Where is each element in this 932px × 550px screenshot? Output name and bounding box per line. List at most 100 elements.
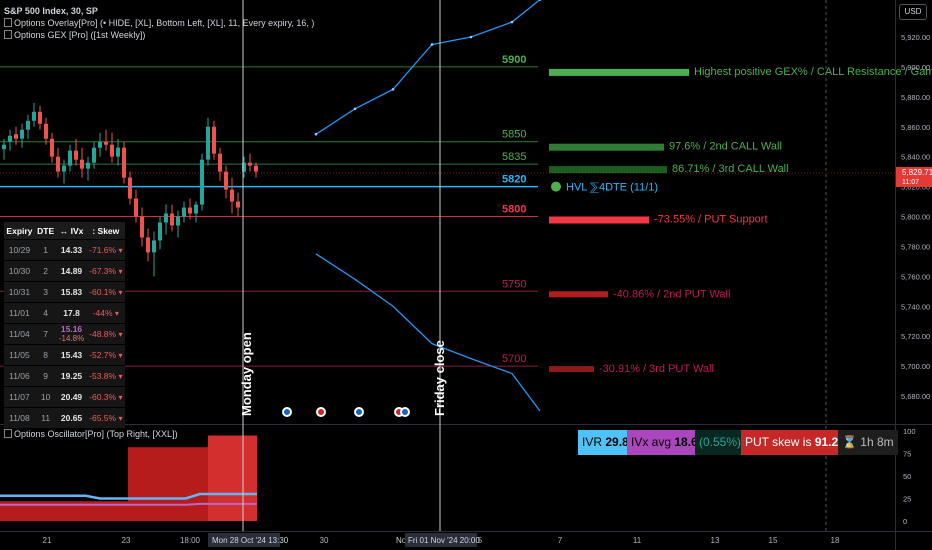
candle-body xyxy=(170,213,174,226)
candle-body xyxy=(236,201,240,208)
skew-cell: -53.8% ▾ xyxy=(86,365,125,387)
upper-projection-point xyxy=(430,43,434,46)
osc-tick-label: 75 xyxy=(903,450,911,459)
time-label-hidden: No xyxy=(396,536,407,545)
table-row: 11/05 8 15.43 -52.7% ▾ xyxy=(4,344,125,366)
skew-cell: -48.8% ▾ xyxy=(86,323,125,345)
symbol-title[interactable]: S&P 500 Index, 30, SP xyxy=(4,6,98,16)
timer-value: 1h 8m xyxy=(860,435,894,449)
table-header: DTE xyxy=(34,222,57,240)
crosshair-date-text-1: Mon 28 Oct '24 13:30 xyxy=(212,536,289,545)
candle-body xyxy=(86,162,90,169)
expiry-table: Expiry DTE ↔ IVx: Skew 10/29 1 14.33 -71.6% ▾… xyxy=(4,222,125,428)
candle-body xyxy=(122,147,126,178)
settings-icon[interactable] xyxy=(4,30,12,39)
ivx-cell: 20.65 xyxy=(56,407,87,428)
level-text-5835: 86.71% / 3rd CALL Wall xyxy=(672,163,789,175)
thumbs-down-icon: ▾ xyxy=(118,351,123,360)
price-tick-label: 5,680.00 xyxy=(901,392,930,401)
table-row: 11/08 11 20.65 -65.5% ▾ xyxy=(4,407,125,428)
ivr-label: IVR xyxy=(582,435,603,449)
ivx-cell: 20.49 xyxy=(56,386,87,408)
expiry-cell: 11/04 xyxy=(4,323,35,345)
last-price-value: 5,829.71 xyxy=(902,168,932,177)
expiry-cell: 10/31 xyxy=(4,281,35,303)
osc-tick-label: 50 xyxy=(903,472,911,481)
expiry-cell: 11/07 xyxy=(4,386,35,408)
table-row: 10/30 2 14.89 -67.3% ▾ xyxy=(4,260,125,282)
price-tick-label: 5,860.00 xyxy=(901,123,930,132)
time-tick-label: 5 xyxy=(478,536,483,545)
candle-body xyxy=(92,147,96,163)
time-tick-label: 18 xyxy=(831,536,840,545)
monday-open-label: Monday open xyxy=(239,332,254,416)
osc-area-mid xyxy=(128,447,208,521)
change-badge: (0.55%) xyxy=(695,430,746,455)
ivx-avg-label: IVx avg xyxy=(631,435,672,449)
candle-body xyxy=(8,135,12,142)
price-axis[interactable]: 5,920.00 5,900.00 5,880.00 5,860.00 5,840.00… xyxy=(901,33,930,401)
oscillator-indicator-row[interactable]: Options Oscillator[Pro] (Top Right, [XXL… xyxy=(4,429,178,439)
settings-icon[interactable] xyxy=(4,18,12,27)
thumbs-down-icon: ▾ xyxy=(118,288,123,297)
skew-cell: -65.5% ▾ xyxy=(86,407,125,428)
candle-body xyxy=(116,147,120,157)
event-flags[interactable] xyxy=(282,407,410,417)
ivx-cell: 14.89 xyxy=(56,260,87,282)
ivx-cell: 17.8 xyxy=(56,302,87,324)
candle-body xyxy=(146,237,150,253)
price-tick-label: 5,920.00 xyxy=(901,33,930,42)
osc-tick-label: 100 xyxy=(903,427,916,436)
level-text-5700: -30.91% / 3rd PUT Wall xyxy=(599,363,714,375)
gex-bar-5835 xyxy=(549,166,667,174)
time-tick-label: 15 xyxy=(769,536,778,545)
oscillator-axis[interactable]: 100 75 50 25 0 xyxy=(903,427,916,526)
ivx-avg-badge: IVx avg 18.6 xyxy=(627,430,702,455)
expiry-cell: 10/29 xyxy=(4,239,35,261)
ivx-cell: 15.43 xyxy=(56,344,87,366)
overlay-indicator-row[interactable]: Options Overlay[Pro] (• HIDE, [XL], Bott… xyxy=(4,18,314,28)
dte-cell: 9 xyxy=(34,365,57,387)
crosshair-date-label-1 xyxy=(208,533,280,547)
candle-body xyxy=(2,144,6,150)
dte-cell: 7 xyxy=(34,323,57,345)
osc-tick-label: 0 xyxy=(903,517,907,526)
crosshair-date-text-2: Fri 01 Nov '24 20:00 xyxy=(408,536,480,545)
time-axis[interactable]: 21 23 18:00 30 5 7 11 13 15 18 xyxy=(43,536,840,545)
candle-body xyxy=(110,144,114,157)
candle-body xyxy=(104,141,108,145)
put-skew-badge: PUT skew is 91.2% xyxy=(741,430,853,455)
currency-badge[interactable]: USD xyxy=(899,4,927,20)
candle-body xyxy=(140,216,144,238)
table-row: 11/04 7 15.16 -14.8% -48.8% ▾ xyxy=(4,323,125,345)
candle-body xyxy=(32,111,36,121)
oscillator-indicator-label: Options Oscillator[Pro] (Top Right, [XXL… xyxy=(14,429,178,439)
candle-body xyxy=(248,162,252,166)
skew-cell: -67.3% ▾ xyxy=(86,260,125,282)
gex-indicator-row[interactable]: Options GEX [Pro] ([1st Weekly]) xyxy=(4,30,145,40)
skew-cell: -44% ▾ xyxy=(86,302,125,324)
lower-expected-move-line xyxy=(315,253,541,412)
expiry-cell: 11/01 xyxy=(4,302,35,324)
candle-body xyxy=(56,156,60,172)
time-tick-label: 23 xyxy=(122,536,131,545)
hvl-dot-icon xyxy=(551,181,561,192)
candle-body xyxy=(152,240,156,253)
dte-cell: 10 xyxy=(34,386,57,408)
candle-body xyxy=(230,189,234,202)
candle-body xyxy=(62,165,66,172)
gex-bar-5750 xyxy=(549,291,608,298)
upper-projection-point xyxy=(391,88,395,91)
table-row: 11/06 9 19.25 -53.8% ▾ xyxy=(4,365,125,387)
dte-cell: 2 xyxy=(34,260,57,282)
time-tick-label: 11 xyxy=(633,536,642,545)
candle-body xyxy=(188,207,192,214)
skew-cell: -52.7% ▾ xyxy=(86,344,125,366)
candle-body xyxy=(38,111,42,124)
settings-icon[interactable] xyxy=(4,429,12,438)
dte-cell: 4 xyxy=(34,302,57,324)
gex-bar-5800 xyxy=(549,216,649,224)
table-row: 11/01 4 17.8 -44% ▾ xyxy=(4,302,125,324)
osc-tick-label: 25 xyxy=(903,495,911,504)
